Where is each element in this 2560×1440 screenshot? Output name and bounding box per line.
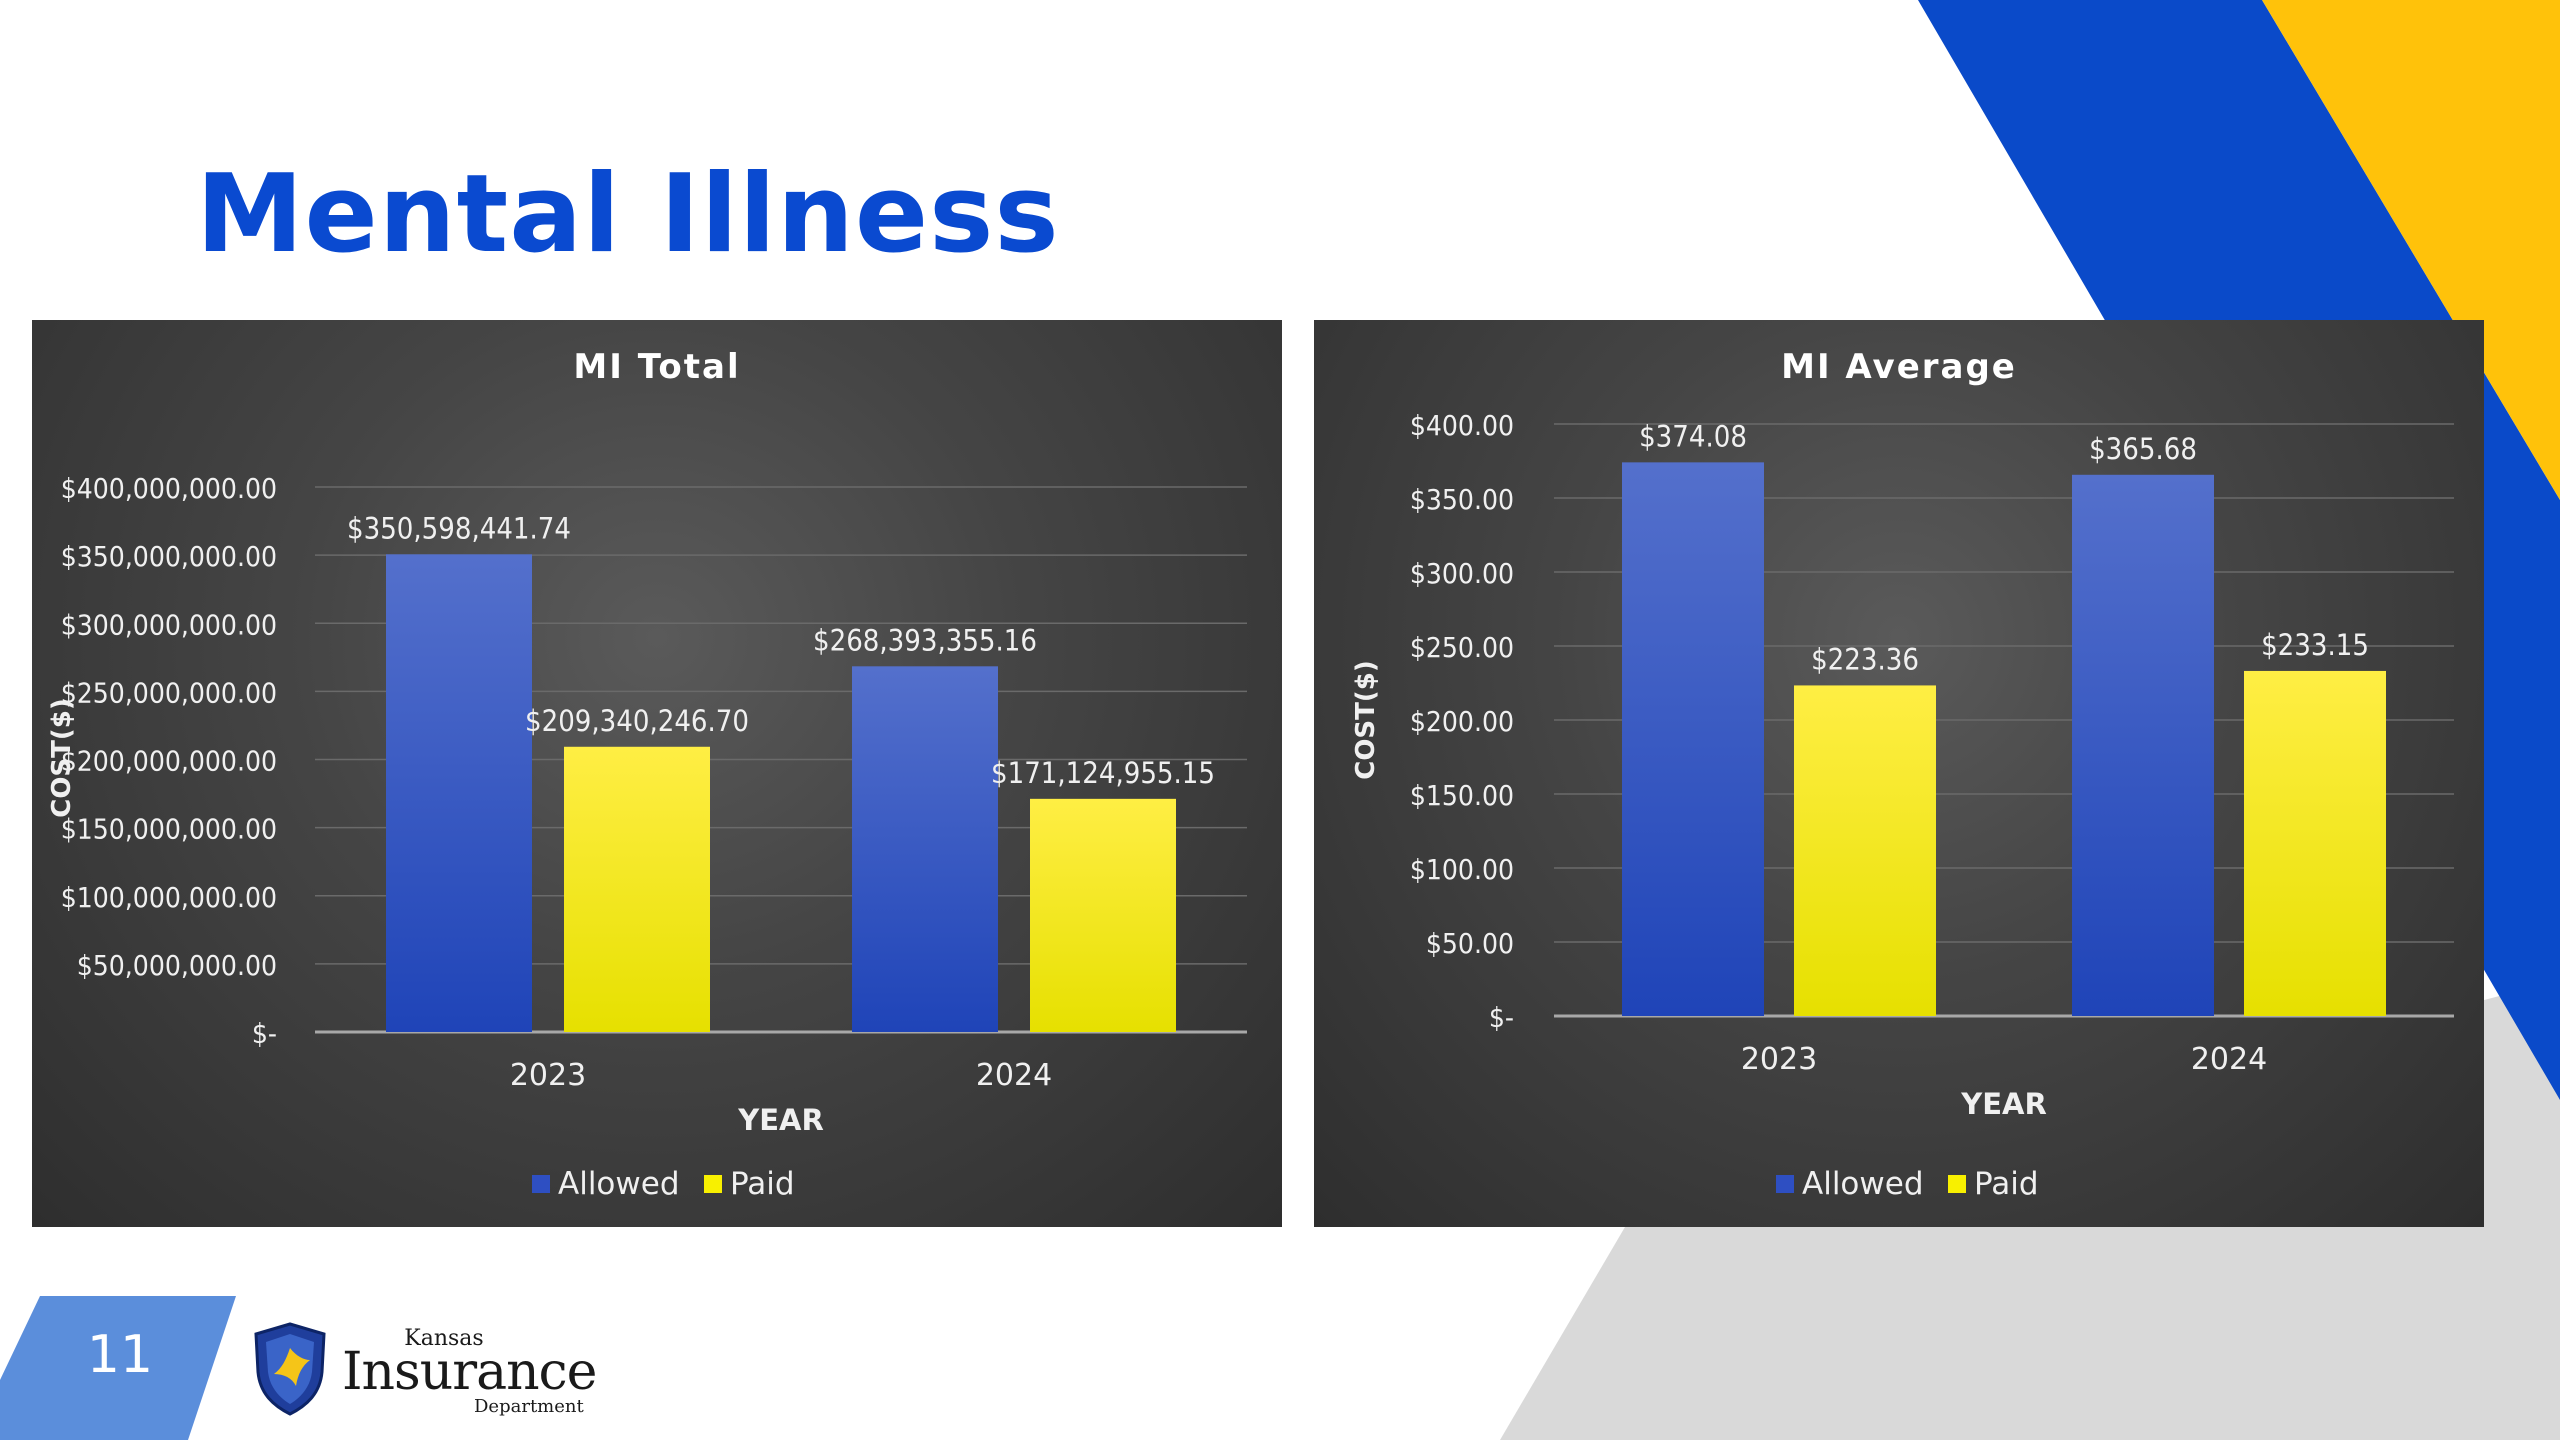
bar-allowed-2024 xyxy=(2072,474,2214,1016)
shield-icon xyxy=(254,1322,326,1416)
mi-average-chart-svg: MI Average $- $50.00 $100.00 $150.00 $200.00 $… xyxy=(1351,347,2454,1202)
y-tick-label: $- xyxy=(252,1017,277,1050)
y-tick-label: $300.00 xyxy=(1410,557,1514,590)
data-label: $223.36 xyxy=(1811,642,1919,676)
mi-total-chart: MI Total $- $50,000,000.00 $100,000,000.00 $… xyxy=(32,320,1282,1227)
data-label: $209,340,246.70 xyxy=(525,704,749,738)
legend-swatch-paid xyxy=(704,1175,722,1193)
data-label: $268,393,355.16 xyxy=(813,623,1037,657)
data-label: $171,124,955.15 xyxy=(991,756,1215,790)
yellow-stripe-shape xyxy=(2262,0,2560,500)
x-tick-label: 2024 xyxy=(976,1058,1052,1093)
x-tick-label: 2023 xyxy=(1741,1042,1817,1077)
data-label: $350,598,441.74 xyxy=(347,511,571,545)
x-tick-label: 2024 xyxy=(2191,1042,2267,1077)
y-tick-label: $400.00 xyxy=(1410,409,1514,442)
chart-title: MI Total xyxy=(573,347,740,387)
y-tick-label: $100,000,000.00 xyxy=(61,881,277,914)
y-tick-label: $350,000,000.00 xyxy=(61,540,277,573)
bar-allowed-2023 xyxy=(386,554,532,1032)
data-label: $374.08 xyxy=(1639,419,1747,453)
legend-swatch-allowed xyxy=(532,1175,550,1193)
data-label: $365.68 xyxy=(2089,432,2197,466)
y-axis-title: COST($) xyxy=(1351,660,1381,780)
legend-label-paid: Paid xyxy=(730,1166,795,1202)
legend-label-allowed: Allowed xyxy=(558,1166,680,1202)
y-tick-label: $150.00 xyxy=(1410,779,1514,812)
x-tick-label: 2023 xyxy=(510,1058,586,1093)
page-number: 11 xyxy=(86,1325,154,1385)
legend-label-allowed: Allowed xyxy=(1802,1166,1924,1202)
bar-paid-2024 xyxy=(2244,670,2386,1016)
page-number-tab xyxy=(0,1296,236,1440)
y-tick-label: $- xyxy=(1489,1001,1514,1034)
legend-swatch-allowed xyxy=(1776,1175,1794,1193)
bar-allowed-2024 xyxy=(852,666,998,1032)
data-label: $233.15 xyxy=(2261,628,2369,662)
mi-total-chart-svg: MI Total $- $50,000,000.00 $100,000,000.00 $… xyxy=(47,347,1247,1202)
bar-paid-2023 xyxy=(564,746,710,1032)
y-tick-label: $250,000,000.00 xyxy=(61,676,277,709)
slide-title: Mental Illness xyxy=(196,152,1060,277)
y-tick-label: $150,000,000.00 xyxy=(61,813,277,846)
y-tick-label: $250.00 xyxy=(1410,631,1514,664)
logo-line-insurance: Insurance xyxy=(342,1342,597,1402)
x-axis-title: YEAR xyxy=(737,1103,824,1137)
kansas-insurance-logo: Kansas Insurance Department xyxy=(250,1318,610,1418)
logo-line-department: Department xyxy=(474,1396,584,1417)
y-tick-label: $300,000,000.00 xyxy=(61,608,277,641)
bar-paid-2023 xyxy=(1794,685,1936,1016)
logo-line-kansas: Kansas xyxy=(404,1326,484,1351)
bar-paid-2024 xyxy=(1030,798,1176,1032)
x-axis-title: YEAR xyxy=(1960,1087,2047,1121)
y-tick-label: $200,000,000.00 xyxy=(61,745,277,778)
chart-title: MI Average xyxy=(1781,347,2017,387)
y-tick-label: $100.00 xyxy=(1410,853,1514,886)
legend-swatch-paid xyxy=(1948,1175,1966,1193)
y-axis-title: COST($) xyxy=(47,698,77,818)
y-tick-label: $200.00 xyxy=(1410,705,1514,738)
y-tick-label: $50,000,000.00 xyxy=(77,949,277,982)
bar-allowed-2023 xyxy=(1622,462,1764,1017)
legend-label-paid: Paid xyxy=(1974,1166,2039,1202)
y-tick-label: $50.00 xyxy=(1426,927,1514,960)
y-tick-label: $400,000,000.00 xyxy=(61,472,277,505)
y-tick-label: $350.00 xyxy=(1410,483,1514,516)
mi-average-chart: MI Average $- $50.00 $100.00 $150.00 $200.00 $… xyxy=(1314,320,2484,1227)
